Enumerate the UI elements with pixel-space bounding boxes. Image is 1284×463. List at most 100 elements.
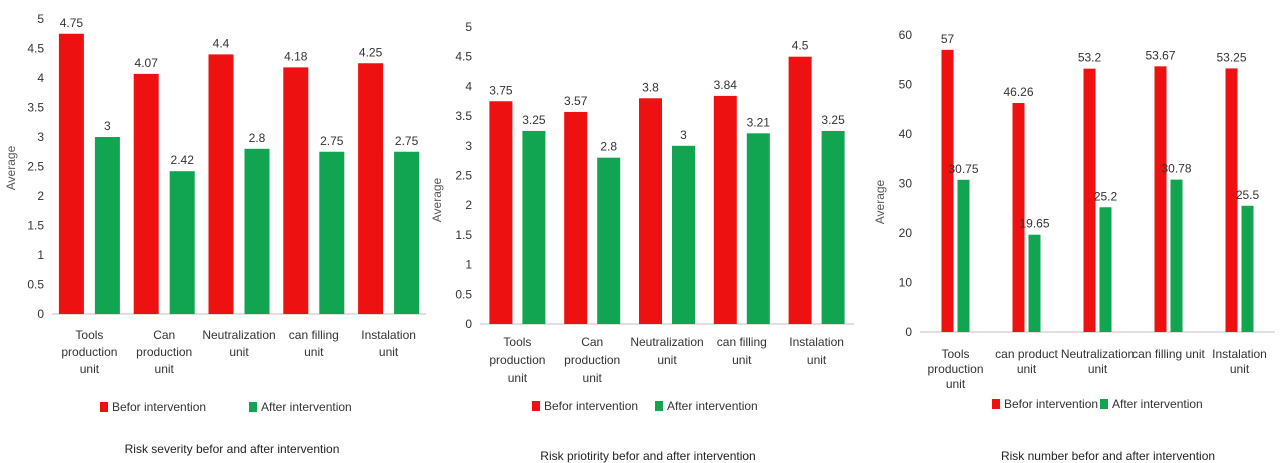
bar-before-1 xyxy=(489,101,513,324)
y-tick-label: 0 xyxy=(905,325,912,339)
priority-y-axis-label: Average xyxy=(430,177,444,222)
severity-legend-label-before: Befor intervention xyxy=(112,400,206,414)
x-category-label: unit xyxy=(155,362,175,376)
y-tick-label: 3.5 xyxy=(455,109,472,123)
x-category-label: production xyxy=(564,353,620,367)
chart-priority: 3.75 3.25 3.57 2.8 3.8 3 3.84 3.21 4.5 3.25 0 0.5 1… xyxy=(430,20,854,463)
y-tick-label: 2 xyxy=(465,198,472,212)
bar-before-5 xyxy=(1225,68,1238,332)
y-tick-label: 2.5 xyxy=(455,169,472,183)
x-category-label: production xyxy=(61,345,117,359)
data-label: 2.75 xyxy=(320,134,344,148)
bar-after-3 xyxy=(672,145,695,324)
x-category-label: production xyxy=(136,345,192,359)
data-label: 3.25 xyxy=(821,113,845,127)
data-label: 3 xyxy=(104,119,111,133)
data-label: 53.2 xyxy=(1078,51,1102,65)
data-label: 4.5 xyxy=(792,39,809,53)
data-label: 30.75 xyxy=(948,162,978,176)
y-tick-label: 3 xyxy=(465,139,472,153)
x-category-label: Tools xyxy=(941,347,969,361)
priority-y-ticks: 0 0.5 1 1.5 2 2.5 3 3.5 4 4.5 5 xyxy=(455,20,472,331)
bar-after-4 xyxy=(746,133,770,324)
data-label: 19.65 xyxy=(1019,217,1049,231)
x-category-label: Neutralization xyxy=(1061,347,1134,361)
y-tick-label: 2 xyxy=(37,189,44,203)
y-tick-label: 1.5 xyxy=(27,219,44,233)
y-tick-label: 1 xyxy=(465,258,472,272)
bar-after-1 xyxy=(522,130,546,324)
bar-before-4 xyxy=(283,67,309,314)
data-label: 3.25 xyxy=(522,113,546,127)
x-category-label: unit xyxy=(657,353,677,367)
bar-after-1 xyxy=(94,137,120,314)
bar-before-1 xyxy=(941,49,954,332)
data-label: 3.57 xyxy=(564,94,588,108)
data-label: 3 xyxy=(680,128,687,142)
bar-after-5 xyxy=(1241,205,1254,332)
x-category-label: Neutralization xyxy=(630,335,703,349)
x-category-label: unit xyxy=(379,345,399,359)
bar-before-2 xyxy=(1012,103,1025,332)
x-category-label: can filling xyxy=(717,335,767,349)
bar-before-4 xyxy=(1154,66,1167,332)
severity-bars: 4.75 3 4.07 2.42 4.4 2.8 4.18 2.75 4.25 2.75 xyxy=(58,16,420,315)
data-label: 2.42 xyxy=(171,153,195,167)
y-tick-label: 3.5 xyxy=(27,101,44,115)
x-category-label: can product xyxy=(995,347,1058,361)
data-label: 4.07 xyxy=(135,56,159,70)
severity-legend-swatch-after xyxy=(249,402,257,412)
data-label: 3.8 xyxy=(642,80,659,94)
y-tick-label: 1 xyxy=(37,248,44,262)
priority-bars: 3.75 3.25 3.57 2.8 3.8 3 3.84 3.21 4.5 3.25 xyxy=(489,39,845,325)
y-tick-label: 0.5 xyxy=(27,278,44,292)
risk-number-y-ticks: 0 10 20 30 40 50 60 xyxy=(899,28,913,339)
data-label: 57 xyxy=(941,32,955,46)
priority-legend-label-before: Befor intervention xyxy=(544,399,638,413)
bar-after-2 xyxy=(597,157,621,324)
risk-number-bars: 57 30.75 46.26 19.65 53.2 25.2 53.67 30.78 53.25… xyxy=(941,32,1260,332)
priority-legend: Befor intervention After intervention xyxy=(532,399,758,413)
y-tick-label: 4 xyxy=(37,71,44,85)
x-category-label: unit xyxy=(946,377,966,391)
bar-after-4 xyxy=(319,151,345,314)
data-label: 53.67 xyxy=(1145,48,1175,62)
x-category-label: unit xyxy=(807,353,827,367)
severity-legend-label-after: After intervention xyxy=(261,400,352,414)
priority-x-categories: Tools production unit Can production unit Neut… xyxy=(489,335,844,385)
data-label: 4.18 xyxy=(284,49,308,63)
bar-after-3 xyxy=(1099,207,1112,332)
data-label: 3.84 xyxy=(714,78,738,92)
y-tick-label: 60 xyxy=(899,28,913,42)
x-category-label: unit xyxy=(583,371,603,385)
x-category-label: Neutralization xyxy=(202,328,275,342)
y-tick-label: 10 xyxy=(899,276,913,290)
x-category-label: production xyxy=(489,353,545,367)
priority-legend-label-after: After intervention xyxy=(667,399,758,413)
severity-y-axis-label: Average xyxy=(4,145,18,190)
x-category-label: unit xyxy=(80,362,100,376)
priority-legend-swatch-before xyxy=(532,401,540,411)
data-label: 4.4 xyxy=(213,36,230,50)
y-tick-label: 0 xyxy=(37,307,44,321)
x-category-label: Tools xyxy=(503,335,531,349)
data-label: 25.2 xyxy=(1094,189,1118,203)
y-tick-label: 20 xyxy=(899,226,913,240)
bar-before-3 xyxy=(1083,68,1096,332)
x-category-label: unit xyxy=(229,345,249,359)
risk-number-legend-swatch-after xyxy=(1100,399,1108,409)
data-label: 46.26 xyxy=(1003,85,1033,99)
bar-after-5 xyxy=(394,151,420,314)
bar-before-5 xyxy=(788,56,812,324)
y-tick-label: 1.5 xyxy=(455,228,472,242)
bar-after-2 xyxy=(1028,234,1041,332)
x-category-label: Instalation xyxy=(1212,347,1267,361)
risk-number-legend-swatch-before xyxy=(992,399,1000,409)
data-label: 30.78 xyxy=(1161,162,1191,176)
bar-before-2 xyxy=(133,73,159,315)
y-tick-label: 30 xyxy=(899,177,913,191)
data-label: 53.25 xyxy=(1216,50,1246,64)
data-label: 2.8 xyxy=(249,131,266,145)
y-tick-label: 50 xyxy=(899,78,913,92)
